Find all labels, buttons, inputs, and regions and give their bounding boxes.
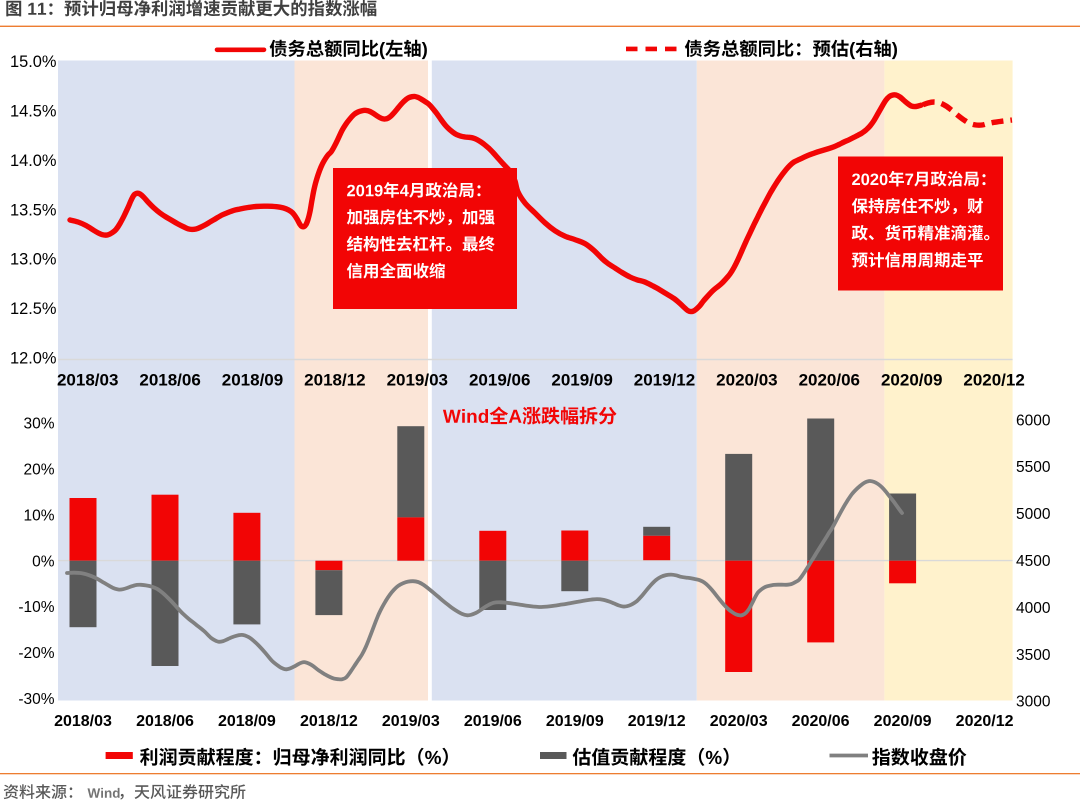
svg-text:3500: 3500 <box>1016 647 1051 664</box>
svg-text:2018/12: 2018/12 <box>300 713 358 730</box>
svg-text:2019/03: 2019/03 <box>387 370 448 389</box>
svg-text:13.0%: 13.0% <box>10 251 56 269</box>
svg-text:2018/12: 2018/12 <box>304 370 365 389</box>
svg-text:13.5%: 13.5% <box>10 201 56 219</box>
svg-text:2018/03: 2018/03 <box>54 713 112 730</box>
svg-text:2020/03: 2020/03 <box>716 370 777 389</box>
svg-text:-20%: -20% <box>18 645 54 662</box>
svg-text:-30%: -30% <box>18 691 54 708</box>
svg-text:2019/12: 2019/12 <box>634 370 695 389</box>
svg-text:6000: 6000 <box>1016 412 1051 429</box>
svg-text:2018/06: 2018/06 <box>136 713 194 730</box>
svg-text:5000: 5000 <box>1016 506 1051 523</box>
svg-text:4500: 4500 <box>1016 553 1051 570</box>
svg-text:2019/09: 2019/09 <box>546 713 604 730</box>
svg-text:-10%: -10% <box>18 599 54 616</box>
svg-text:2020/03: 2020/03 <box>710 713 768 730</box>
svg-text:2020/12: 2020/12 <box>963 370 1024 389</box>
svg-text:4000: 4000 <box>1016 600 1051 617</box>
svg-text:20%: 20% <box>23 462 54 479</box>
svg-text:2019/06: 2019/06 <box>469 370 530 389</box>
svg-text:2019/12: 2019/12 <box>628 713 686 730</box>
svg-text:0%: 0% <box>32 553 55 570</box>
svg-text:2020/06: 2020/06 <box>799 370 860 389</box>
svg-text:14.5%: 14.5% <box>10 103 56 121</box>
svg-text:2020/09: 2020/09 <box>881 370 942 389</box>
svg-text:2018/09: 2018/09 <box>218 713 276 730</box>
svg-text:14.0%: 14.0% <box>10 152 56 170</box>
svg-text:3000: 3000 <box>1016 694 1051 711</box>
svg-text:12.5%: 12.5% <box>10 300 56 318</box>
svg-text:30%: 30% <box>23 416 54 433</box>
svg-text:2020/09: 2020/09 <box>874 713 932 730</box>
svg-text:2020/12: 2020/12 <box>956 713 1014 730</box>
svg-text:15.0%: 15.0% <box>10 53 56 71</box>
svg-text:2019/09: 2019/09 <box>551 370 612 389</box>
svg-text:2019/06: 2019/06 <box>464 713 522 730</box>
svg-text:12.0%: 12.0% <box>10 350 56 368</box>
svg-text:10%: 10% <box>23 507 54 524</box>
svg-text:2020/06: 2020/06 <box>792 713 850 730</box>
svg-text:2018/03: 2018/03 <box>57 370 118 389</box>
svg-text:2018/09: 2018/09 <box>222 370 283 389</box>
svg-text:5500: 5500 <box>1016 459 1051 476</box>
svg-text:2019/03: 2019/03 <box>382 713 440 730</box>
svg-text:2018/06: 2018/06 <box>139 370 200 389</box>
